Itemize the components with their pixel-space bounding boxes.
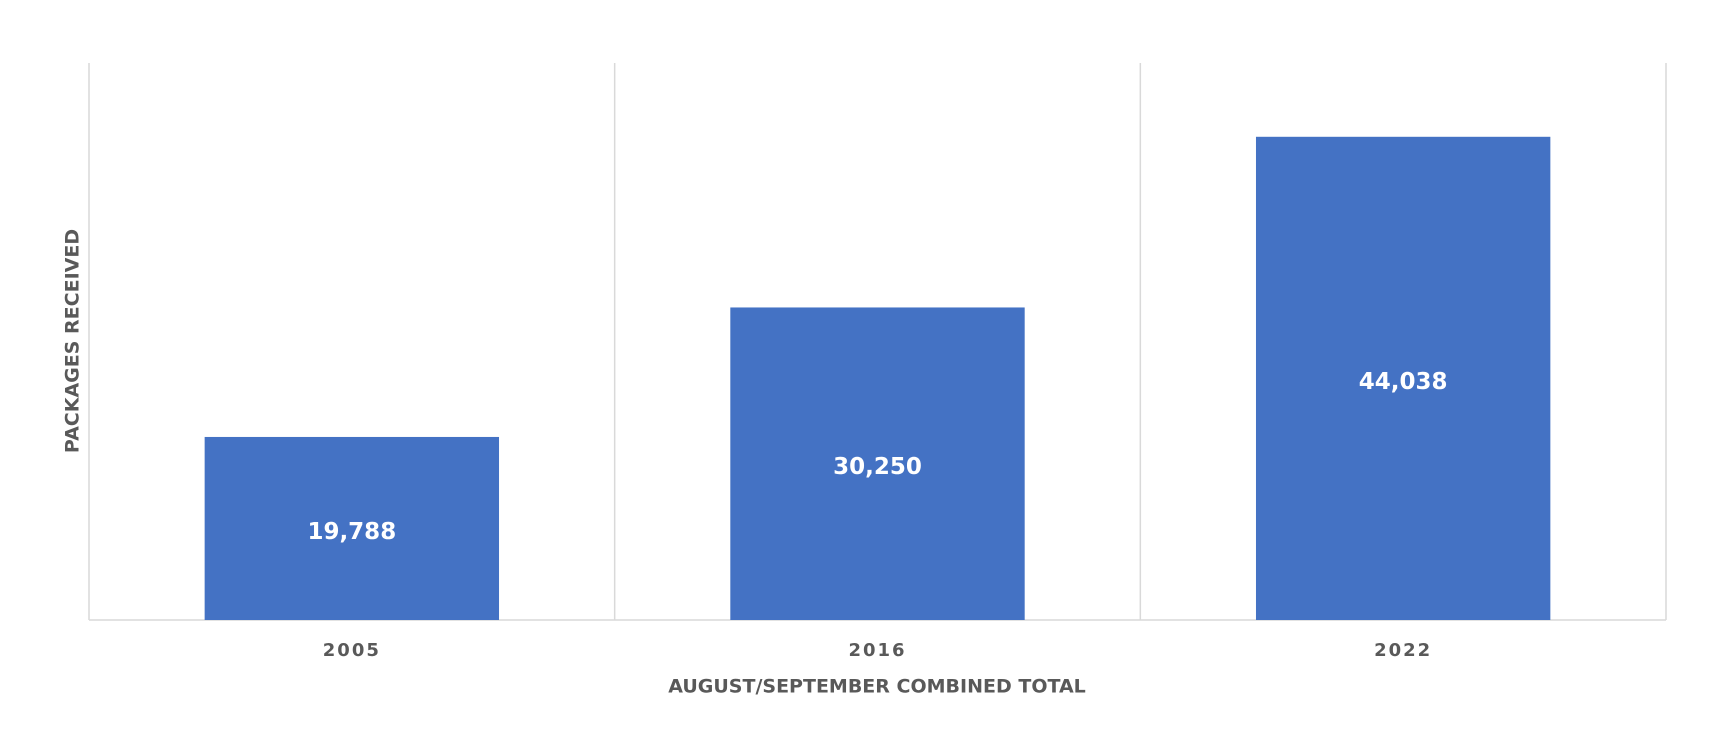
bar [1255,136,1551,620]
bar [204,436,500,620]
value-label: 19,788 [307,519,396,545]
x-tick-label: 2005 [323,640,381,661]
x-axis-title: AUGUST/SEPTEMBER COMBINED TOTAL [668,676,1086,698]
value-label: 30,250 [833,454,922,480]
y-axis-title: PACKAGES RECEIVED [62,229,84,453]
x-tick-label: 2016 [848,640,906,661]
value-label: 44,038 [1359,369,1448,395]
bar [730,307,1025,620]
x-tick-label: 2022 [1374,640,1432,661]
